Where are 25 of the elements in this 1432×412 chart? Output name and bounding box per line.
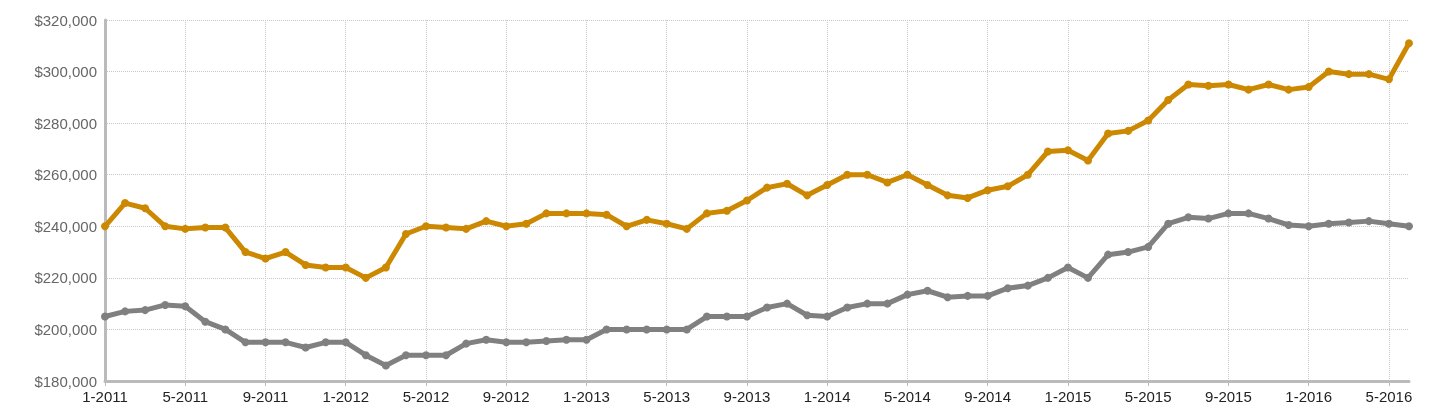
x-tick-label: 1-2014 xyxy=(803,388,851,405)
x-tick-label: 1-2015 xyxy=(1044,388,1092,405)
y-tick-label: $240,000 xyxy=(34,217,97,235)
y-tick-label: $220,000 xyxy=(34,269,97,287)
x-tick-label: 9-2012 xyxy=(482,388,530,405)
x-tick-label: 5-2013 xyxy=(643,388,691,405)
x-tick-label: 9-2011 xyxy=(242,388,289,405)
x-tick-label: 9-2015 xyxy=(1205,388,1252,405)
x-tick-label: 1-2011 xyxy=(82,388,128,405)
y-tick-label: $300,000 xyxy=(34,63,97,81)
y-tick-label: $260,000 xyxy=(34,166,97,184)
x-tick-label: 9-2014 xyxy=(964,388,1012,405)
y-tick-label: $320,000 xyxy=(34,11,97,29)
x-tick-label: 9-2013 xyxy=(723,388,771,405)
x-tick-label: 1-2013 xyxy=(563,388,610,405)
x-tick-label: 5-2012 xyxy=(402,388,450,405)
y-tick-label: $200,000 xyxy=(34,320,97,338)
x-tick-label: 1-2016 xyxy=(1285,388,1333,405)
y-tick-label: $180,000 xyxy=(34,372,97,390)
y-tick-label: $280,000 xyxy=(34,114,97,132)
x-tick-label: 5-2014 xyxy=(884,388,931,405)
x-tick-label: 1-2012 xyxy=(322,388,370,405)
x-tick-label: 5-2015 xyxy=(1124,388,1172,405)
x-tick-label: 5-2016 xyxy=(1365,388,1413,405)
x-tick-label: 5-2011 xyxy=(162,388,209,405)
